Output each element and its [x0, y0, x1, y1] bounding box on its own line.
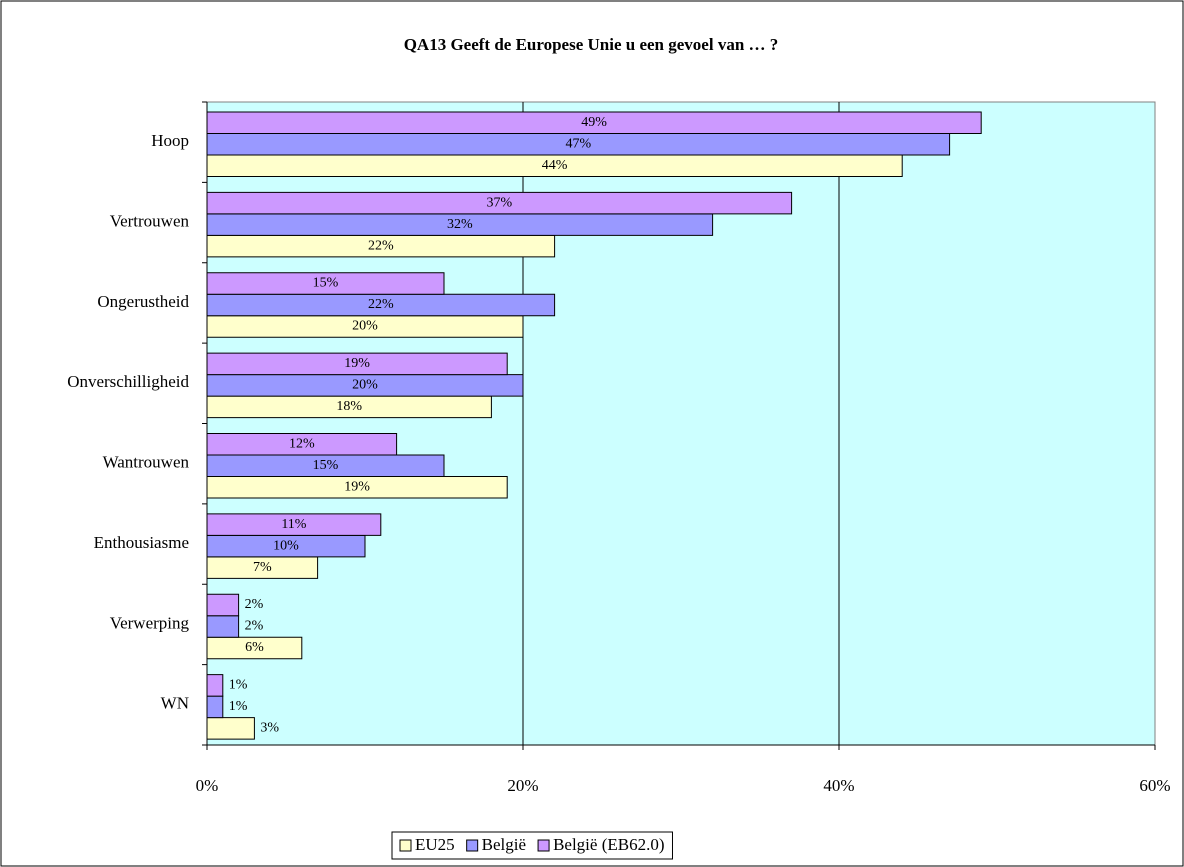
bar: [206, 272, 445, 295]
bar: [206, 191, 793, 215]
bar: [206, 636, 303, 660]
data-label: 32%: [447, 217, 473, 232]
legend-swatch: [537, 839, 550, 852]
data-label: 20%: [352, 319, 378, 334]
bar: [206, 513, 382, 536]
bar: [206, 717, 255, 740]
chart-title: QA13 Geeft de Europese Unie u een gevoel…: [404, 35, 779, 54]
data-label: 49%: [581, 115, 607, 130]
data-label: 22%: [368, 297, 394, 312]
bar: [206, 433, 398, 456]
data-label: 37%: [486, 195, 512, 210]
data-label: 2%: [245, 619, 264, 634]
y-tick-label: Vertrouwen: [110, 211, 190, 230]
data-label: 1%: [229, 678, 248, 693]
data-label: 15%: [313, 276, 339, 291]
data-label: 1%: [229, 699, 248, 714]
data-label: 20%: [352, 378, 378, 393]
legend-label: België (EB62.0): [553, 835, 664, 854]
bar: [206, 352, 508, 376]
data-label: 11%: [281, 517, 306, 532]
bar: [206, 615, 240, 638]
bar: [206, 111, 982, 134]
y-tick-label: Onverschilligheid: [67, 372, 189, 391]
bar: [206, 593, 240, 617]
legend-swatch: [399, 839, 412, 852]
bar: [206, 674, 224, 697]
x-tick-label: 40%: [823, 776, 854, 795]
data-label: 3%: [260, 721, 279, 736]
data-label: 6%: [245, 640, 264, 655]
data-label: 19%: [344, 479, 370, 494]
x-tick-label: 20%: [507, 776, 538, 795]
data-label: 44%: [542, 158, 568, 173]
data-label: 19%: [344, 356, 370, 371]
y-tick-label: Verwerping: [110, 613, 190, 632]
data-label: 7%: [253, 560, 272, 575]
legend: [391, 831, 673, 860]
x-tick-label: 0%: [196, 776, 219, 795]
data-label: 18%: [336, 399, 362, 414]
bar: [206, 695, 224, 719]
y-tick-label: Hoop: [151, 131, 189, 150]
legend-label: EU25: [415, 835, 455, 854]
data-label: 15%: [313, 458, 339, 473]
data-label: 22%: [368, 238, 394, 253]
data-label: 2%: [245, 597, 264, 612]
y-tick-label: Wantrouwen: [103, 453, 190, 472]
y-tick-label: Enthousiasme: [94, 533, 189, 552]
legend-swatch: [466, 839, 479, 852]
data-label: 47%: [565, 136, 591, 151]
data-label: 10%: [273, 538, 299, 553]
y-tick-label: WN: [161, 694, 189, 713]
data-label: 12%: [289, 436, 315, 451]
legend-label: België: [482, 835, 526, 854]
x-tick-label: 60%: [1139, 776, 1170, 795]
y-tick-label: Ongerustheid: [97, 292, 189, 311]
